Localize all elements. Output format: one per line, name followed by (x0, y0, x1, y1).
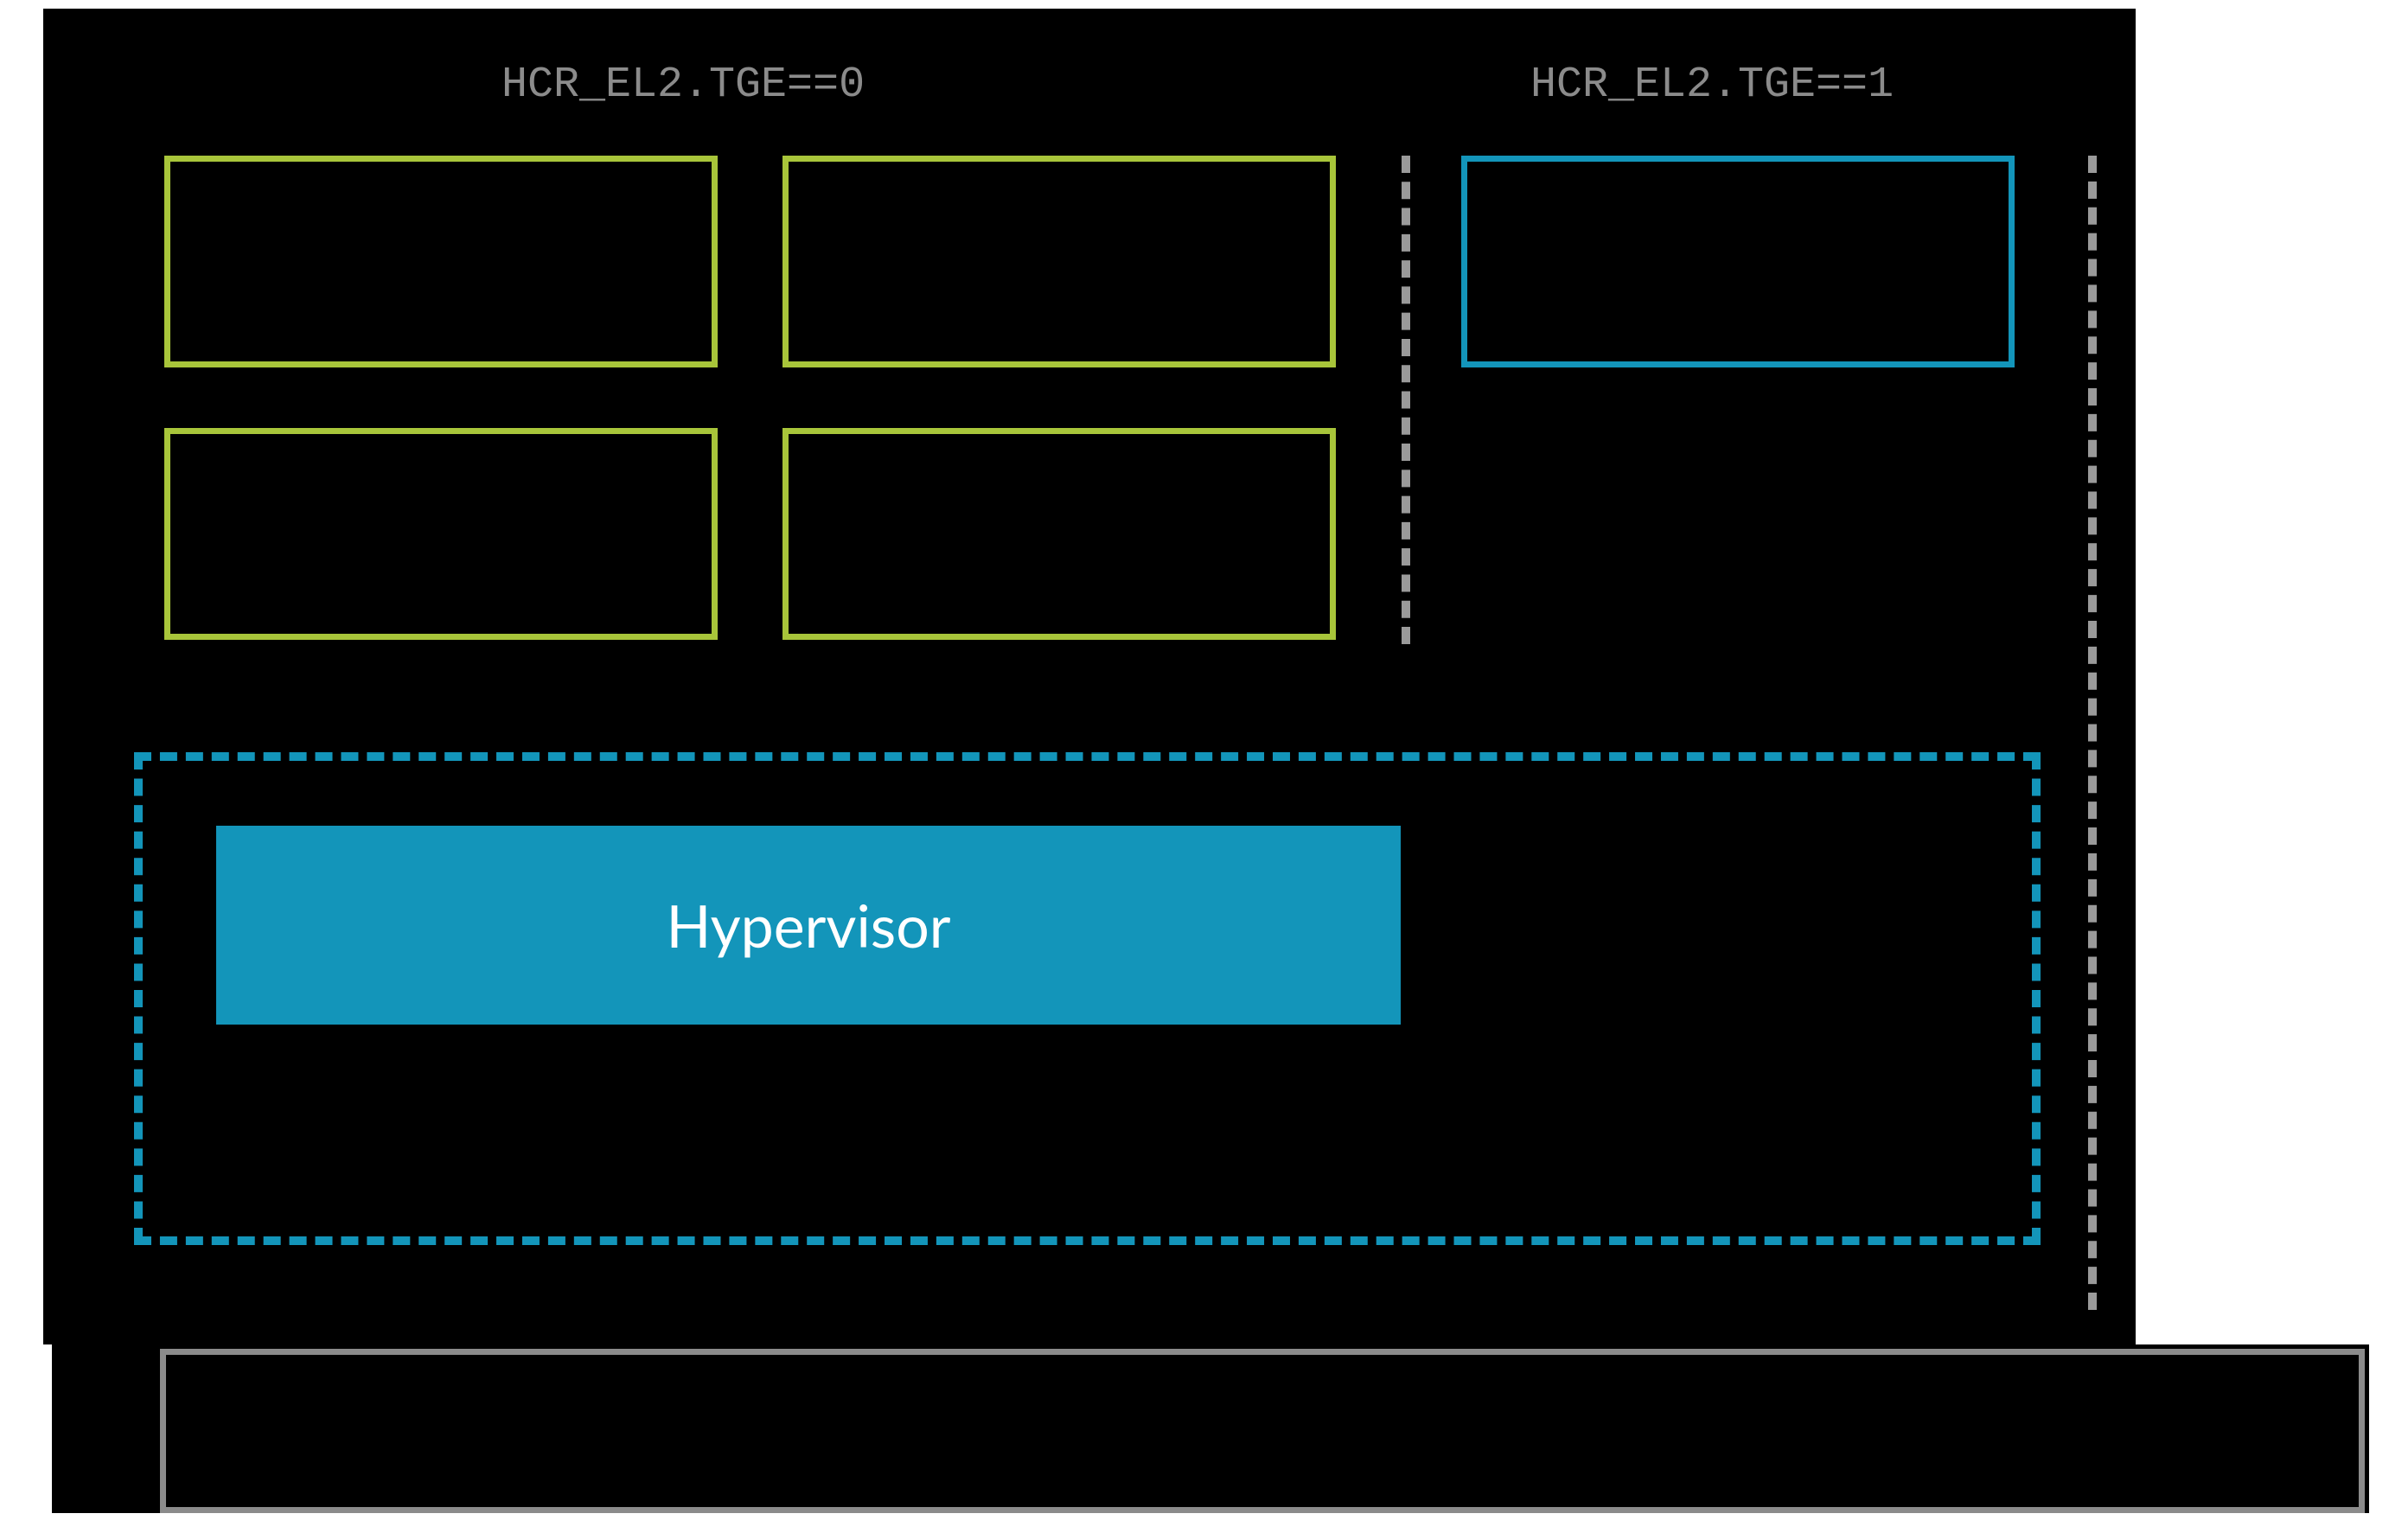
diagram-canvas: HCR_EL2.TGE==0 HCR_EL2.TGE==1 Hypervisor (0, 0, 2408, 1520)
divider-mid (1402, 156, 1410, 644)
hypervisor-label: Hypervisor (666, 891, 950, 961)
header-tge1: HCR_EL2.TGE==1 (1530, 61, 1894, 110)
guest-box-1 (164, 156, 718, 367)
host-box (1461, 156, 2015, 367)
guest-box-3 (164, 428, 718, 640)
guest-box-4 (782, 428, 1336, 640)
divider-right (2088, 156, 2097, 1310)
hypervisor-box: Hypervisor (216, 826, 1401, 1025)
guest-box-2 (782, 156, 1336, 367)
header-tge0: HCR_EL2.TGE==0 (501, 61, 865, 110)
bottom-box (160, 1349, 2365, 1513)
